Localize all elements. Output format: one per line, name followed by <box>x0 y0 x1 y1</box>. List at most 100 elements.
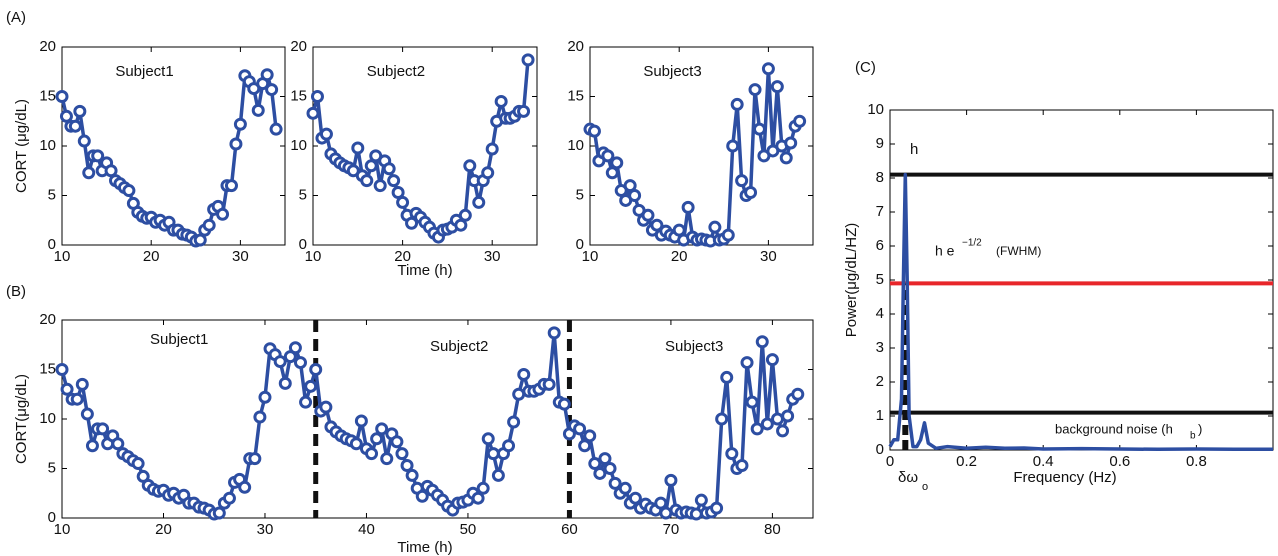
data-point <box>486 447 500 461</box>
data-point <box>73 104 87 118</box>
y-tick-label: 2 <box>876 373 884 390</box>
annotation: ) <box>1198 421 1202 436</box>
data-point <box>491 468 505 482</box>
data-point <box>715 412 729 426</box>
y-tick-label: 20 <box>39 311 56 328</box>
data-point <box>547 326 561 340</box>
data-point <box>593 466 607 480</box>
x-tick-label: 0.2 <box>956 453 977 470</box>
data-point <box>681 200 695 214</box>
data-point <box>400 459 414 473</box>
data-point <box>310 90 324 103</box>
data-point <box>60 382 74 396</box>
data-point <box>360 174 374 188</box>
data-point <box>485 142 499 156</box>
data-point <box>672 223 686 237</box>
data-point <box>710 501 724 515</box>
y-tick-label: 0 <box>48 236 56 253</box>
data-point <box>725 447 739 461</box>
data-point <box>70 392 84 406</box>
data-point <box>618 481 632 495</box>
x-tick-label: 0.6 <box>1109 453 1130 470</box>
y-axis-label: CORT(μg/dL) <box>13 374 30 464</box>
data-point <box>319 400 333 414</box>
data-point <box>80 407 94 421</box>
y-tick-label: 6 <box>876 237 884 254</box>
annotation: Subject3 <box>665 338 723 355</box>
x-axis-label: Time (h) <box>397 539 452 556</box>
data-point <box>309 363 323 376</box>
data-point <box>319 127 333 141</box>
subplot-title: Subject3 <box>643 63 701 80</box>
data-point <box>104 164 118 178</box>
data-point <box>610 156 624 170</box>
data-point <box>481 432 495 446</box>
annotation: Subject2 <box>430 338 488 355</box>
data-point <box>122 184 136 198</box>
annotation: −1/2 <box>962 238 982 249</box>
data-point <box>659 506 673 520</box>
data-point <box>517 367 531 381</box>
data-point <box>405 216 419 230</box>
data-point <box>481 166 495 180</box>
data-point <box>193 233 207 247</box>
data-point <box>512 387 526 401</box>
data-point <box>380 452 394 466</box>
y-tick-label: 20 <box>290 38 307 55</box>
subplot-title: Subject2 <box>367 63 425 80</box>
data-point <box>583 429 597 443</box>
data-point <box>365 447 379 461</box>
panel-label: (C) <box>855 59 876 76</box>
data-point <box>587 124 601 138</box>
data-point <box>573 422 587 436</box>
x-tick-label: 10 <box>305 248 322 265</box>
data-point <box>752 122 766 136</box>
data-point <box>628 189 642 202</box>
data-point <box>708 220 722 234</box>
data-point <box>664 473 678 487</box>
annotation: o <box>922 481 928 493</box>
data-point <box>390 435 404 449</box>
data-point <box>623 179 637 193</box>
data-point <box>77 134 91 148</box>
data-point <box>740 356 754 370</box>
data-point <box>370 432 384 446</box>
x-tick-label: 0.4 <box>1033 453 1054 470</box>
y-tick-label: 8 <box>876 169 884 186</box>
x-tick-label: 40 <box>358 521 375 538</box>
y-tick-label: 1 <box>876 407 884 424</box>
y-tick-label: 15 <box>39 87 56 104</box>
data-point <box>253 410 267 424</box>
data-point <box>260 68 274 82</box>
data-point <box>476 481 490 495</box>
x-tick-label: 0 <box>886 453 894 470</box>
data-point <box>720 370 734 384</box>
data-point <box>131 457 145 471</box>
data-point <box>454 218 468 232</box>
data-point <box>382 162 396 176</box>
data-point <box>608 476 622 490</box>
data-point <box>258 390 272 404</box>
data-point <box>601 149 615 163</box>
x-tick-label: 20 <box>143 248 160 265</box>
data-point <box>578 439 592 453</box>
data-point <box>212 506 226 520</box>
x-tick-label: 20 <box>394 248 411 265</box>
y-tick-label: 4 <box>876 305 884 322</box>
data-point <box>293 356 307 370</box>
panel-label: (B) <box>6 283 26 300</box>
data-point <box>248 452 262 466</box>
data-point <box>650 218 664 232</box>
y-tick-label: 7 <box>876 203 884 220</box>
data-point <box>748 83 762 97</box>
data-point <box>721 228 735 242</box>
y-tick-label: 5 <box>876 271 884 288</box>
y-tick-label: 5 <box>299 186 307 203</box>
data-point <box>760 417 774 431</box>
y-tick-label: 10 <box>290 137 307 154</box>
data-point <box>494 94 508 108</box>
annotation: b <box>1190 431 1196 442</box>
data-point <box>755 335 769 349</box>
data-point <box>781 409 795 423</box>
